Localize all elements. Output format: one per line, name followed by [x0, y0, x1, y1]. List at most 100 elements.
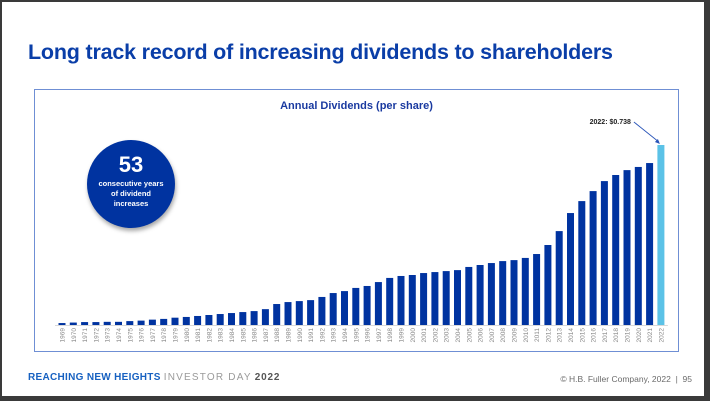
badge-text-line: of dividend — [111, 189, 151, 198]
x-tick-label: 2018 — [613, 328, 620, 343]
bar-1991 — [307, 300, 315, 325]
bar-2013 — [555, 231, 563, 325]
x-tick-label: 1995 — [353, 328, 360, 343]
x-tick-label: 2011 — [534, 328, 541, 342]
bar-1970 — [69, 322, 77, 325]
bar-1981 — [194, 315, 202, 325]
x-tick-label: 2020 — [636, 328, 643, 343]
x-tick-label: 2017 — [602, 328, 609, 343]
footer-event: INVESTOR DAY — [163, 372, 252, 383]
x-tick-label: 1990 — [297, 328, 304, 343]
bar-1987 — [261, 309, 269, 325]
bar-2009 — [510, 260, 518, 325]
x-tick-label: 1980 — [184, 328, 191, 343]
bar-2003 — [442, 271, 450, 325]
x-tick-label: 1975 — [127, 328, 134, 343]
bar-1983 — [216, 314, 224, 325]
x-tick-label: 1978 — [161, 328, 168, 343]
x-tick-label: 1998 — [387, 328, 394, 343]
x-tick-label: 1981 — [195, 328, 202, 343]
x-tick-label: 1989 — [286, 328, 293, 343]
dividend-bar-chart: 1969 1970 1971 1972 1973 1974 1975 1976 1977 1978… — [55, 119, 668, 343]
bar-1978 — [160, 318, 168, 325]
x-tick-label: 2012 — [545, 328, 552, 343]
bar-1976 — [137, 320, 145, 325]
bar-1992 — [318, 296, 326, 325]
bar-1969 — [58, 323, 66, 325]
x-tick-label: 1988 — [274, 328, 281, 343]
bar-1980 — [182, 316, 190, 325]
x-tick-label: 1992 — [319, 328, 326, 343]
bar-2006 — [476, 265, 484, 325]
bar-2016 — [589, 191, 597, 325]
annotation-arrow-line — [633, 121, 660, 143]
x-tick-label: 1986 — [252, 328, 259, 343]
page-number: 95 — [682, 374, 692, 384]
bar-2000 — [408, 275, 416, 325]
annotation-label: 2022: $0.738 — [590, 119, 631, 126]
x-tick-label: 1999 — [399, 328, 406, 343]
bar-1988 — [273, 304, 281, 325]
x-tick-label: 2004 — [455, 328, 462, 343]
x-tick-label: 2009 — [512, 328, 519, 343]
bar-2022 — [657, 145, 665, 325]
badge-text-line: consecutive years — [98, 179, 164, 188]
x-tick-label: 1971 — [82, 328, 89, 343]
bar-1972 — [92, 322, 100, 325]
x-tick-label: 1994 — [342, 328, 349, 343]
x-tick-label: 1997 — [376, 328, 383, 343]
bar-2008 — [499, 261, 507, 325]
x-tick-label: 2021 — [647, 328, 654, 343]
bar-2002 — [431, 272, 439, 325]
footer-year: 2022 — [254, 372, 281, 383]
bar-2001 — [420, 273, 428, 325]
x-tick-label: 1996 — [365, 328, 372, 343]
bar-2004 — [454, 270, 461, 325]
bar-2017 — [600, 181, 608, 325]
footer-copyright: © H.B. Fuller Company, 2022 | 95 — [560, 374, 692, 384]
bar-2012 — [544, 245, 552, 325]
x-tick-label: 2002 — [432, 328, 439, 343]
x-tick-label: 2016 — [591, 328, 598, 343]
bar-1971 — [81, 322, 89, 325]
copyright-text: © H.B. Fuller Company, 2022 — [560, 374, 671, 384]
x-tick-label: 2006 — [478, 328, 485, 343]
x-tick-label: 2005 — [466, 328, 473, 343]
bar-1973 — [103, 321, 111, 325]
bar-2005 — [465, 266, 473, 325]
x-tick-label: 1969 — [60, 328, 67, 343]
bar-2018 — [612, 175, 620, 325]
x-tick-label: 2007 — [489, 328, 496, 343]
bar-1998 — [386, 277, 394, 325]
bar-2014 — [567, 213, 574, 325]
x-tick-label: 1987 — [263, 328, 270, 343]
x-tick-label: 1979 — [173, 328, 180, 343]
x-tick-label: 2001 — [421, 328, 428, 343]
bar-1995 — [352, 287, 360, 325]
bar-1974 — [115, 321, 122, 325]
bar-1999 — [397, 275, 405, 325]
bar-2019 — [623, 170, 631, 325]
x-tick-label: 1991 — [308, 328, 315, 343]
x-tick-label: 2003 — [444, 328, 451, 343]
x-tick-label: 1973 — [105, 328, 112, 343]
x-tick-label: 2022 — [658, 328, 665, 343]
slide-title: Long track record of increasing dividend… — [28, 40, 613, 64]
x-tick-label: 1970 — [71, 328, 78, 343]
x-tick-label: 2014 — [568, 328, 575, 343]
footer-event-title: REACHING NEW HEIGHTS INVESTOR DAY 2022 — [28, 372, 280, 383]
x-tick-label: 1977 — [150, 328, 157, 343]
x-tick-label: 1983 — [218, 328, 225, 343]
bar-2007 — [487, 263, 495, 325]
x-tick-label: 2015 — [579, 328, 586, 343]
bar-1993 — [329, 293, 337, 325]
bar-1985 — [239, 312, 247, 325]
bar-1989 — [284, 302, 292, 325]
bar-1977 — [148, 319, 156, 325]
x-tick-label: 2013 — [557, 328, 564, 343]
footer-separator: | — [675, 374, 678, 384]
x-tick-label: 1985 — [240, 328, 247, 343]
annotation-arrowhead-icon — [654, 139, 660, 144]
x-tick-label: 1974 — [116, 328, 123, 343]
bar-1979 — [171, 317, 179, 325]
